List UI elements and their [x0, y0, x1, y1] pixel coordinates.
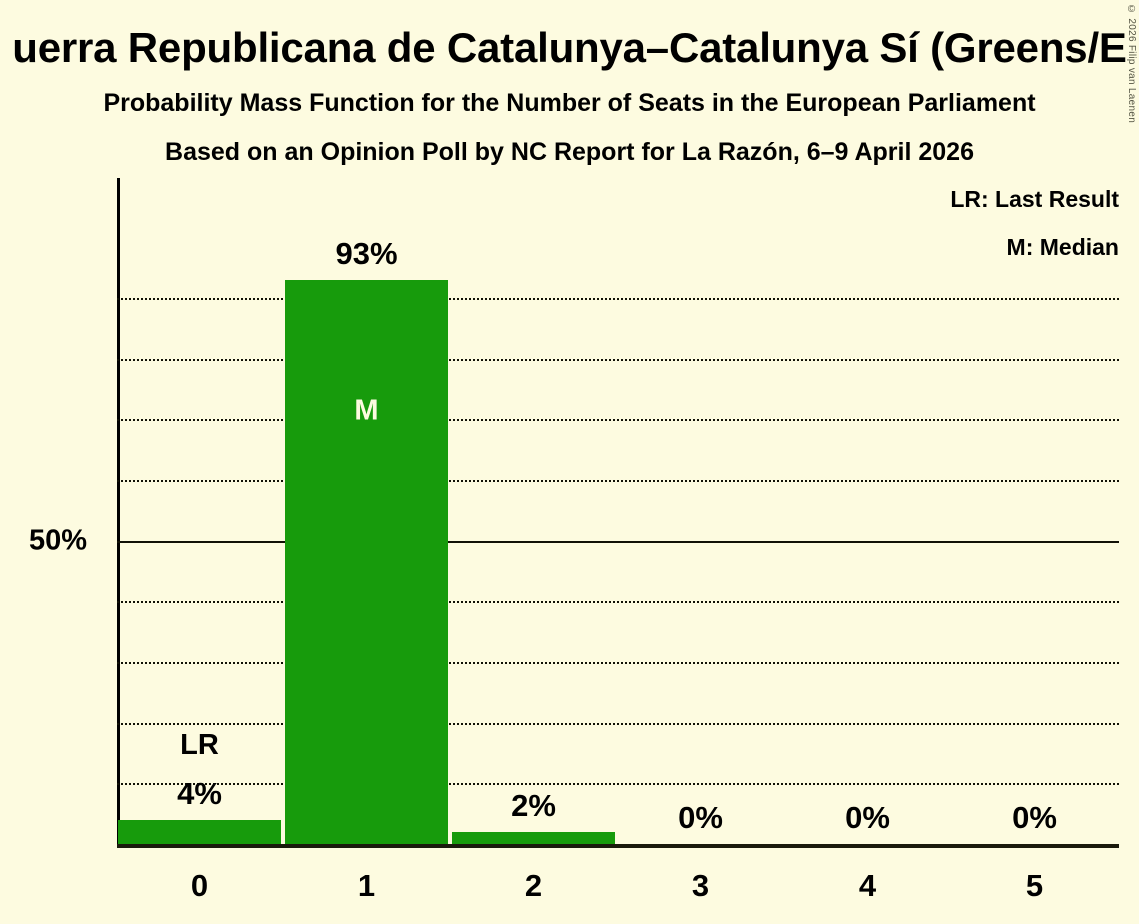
bar	[452, 831, 615, 844]
bar-value-label: 0%	[678, 800, 723, 835]
legend-entry-last-result: LR: Last Result	[950, 186, 1119, 212]
gridline-minor	[117, 480, 1119, 483]
y-axis-tick-label: 50%	[28, 524, 87, 557]
gridline-major	[117, 540, 1119, 543]
chart-subtitle-primary: Probability Mass Function for the Number…	[103, 89, 1036, 117]
bar	[285, 279, 448, 844]
bar-value-label: 93%	[335, 235, 398, 271]
x-axis-tick-label: 5	[1025, 868, 1044, 903]
bar-value-label: 0%	[845, 800, 890, 835]
gridline-minor	[117, 722, 1119, 725]
copyright-notice: © 2026 Filip van Laenen	[1126, 4, 1137, 124]
gridline-minor	[117, 358, 1119, 361]
bar-value-label: 2%	[511, 787, 556, 823]
gridline-minor	[117, 419, 1119, 422]
x-axis-tick-label: 3	[691, 868, 710, 903]
x-axis-tick-label: 4	[858, 868, 877, 903]
gridline-minor	[117, 783, 1119, 786]
x-axis-tick-label: 2	[524, 868, 543, 903]
chart-title: uerra Republicana de Catalunya–Catalunya…	[12, 24, 1127, 71]
bar	[118, 819, 281, 844]
x-axis-tick-label: 1	[357, 868, 376, 903]
x-axis-line	[117, 844, 1119, 848]
y-axis-line	[117, 178, 120, 847]
gridline-minor	[117, 601, 1119, 604]
x-axis-tick-label: 0	[190, 868, 209, 903]
bar-value-label: 0%	[1012, 800, 1057, 835]
chart-subtitle-secondary: Based on an Opinion Poll by NC Report fo…	[165, 138, 974, 166]
last-result-marker: LR	[180, 728, 219, 761]
median-marker: M	[354, 394, 379, 427]
bar-value-label: 4%	[177, 775, 222, 811]
legend-entry-median: M: Median	[1006, 234, 1119, 260]
gridline-minor	[117, 662, 1119, 665]
gridline-minor	[117, 298, 1119, 301]
plot-area: 50% 4% LR 93% M 2% 0% 0% 0%	[29, 178, 1119, 848]
